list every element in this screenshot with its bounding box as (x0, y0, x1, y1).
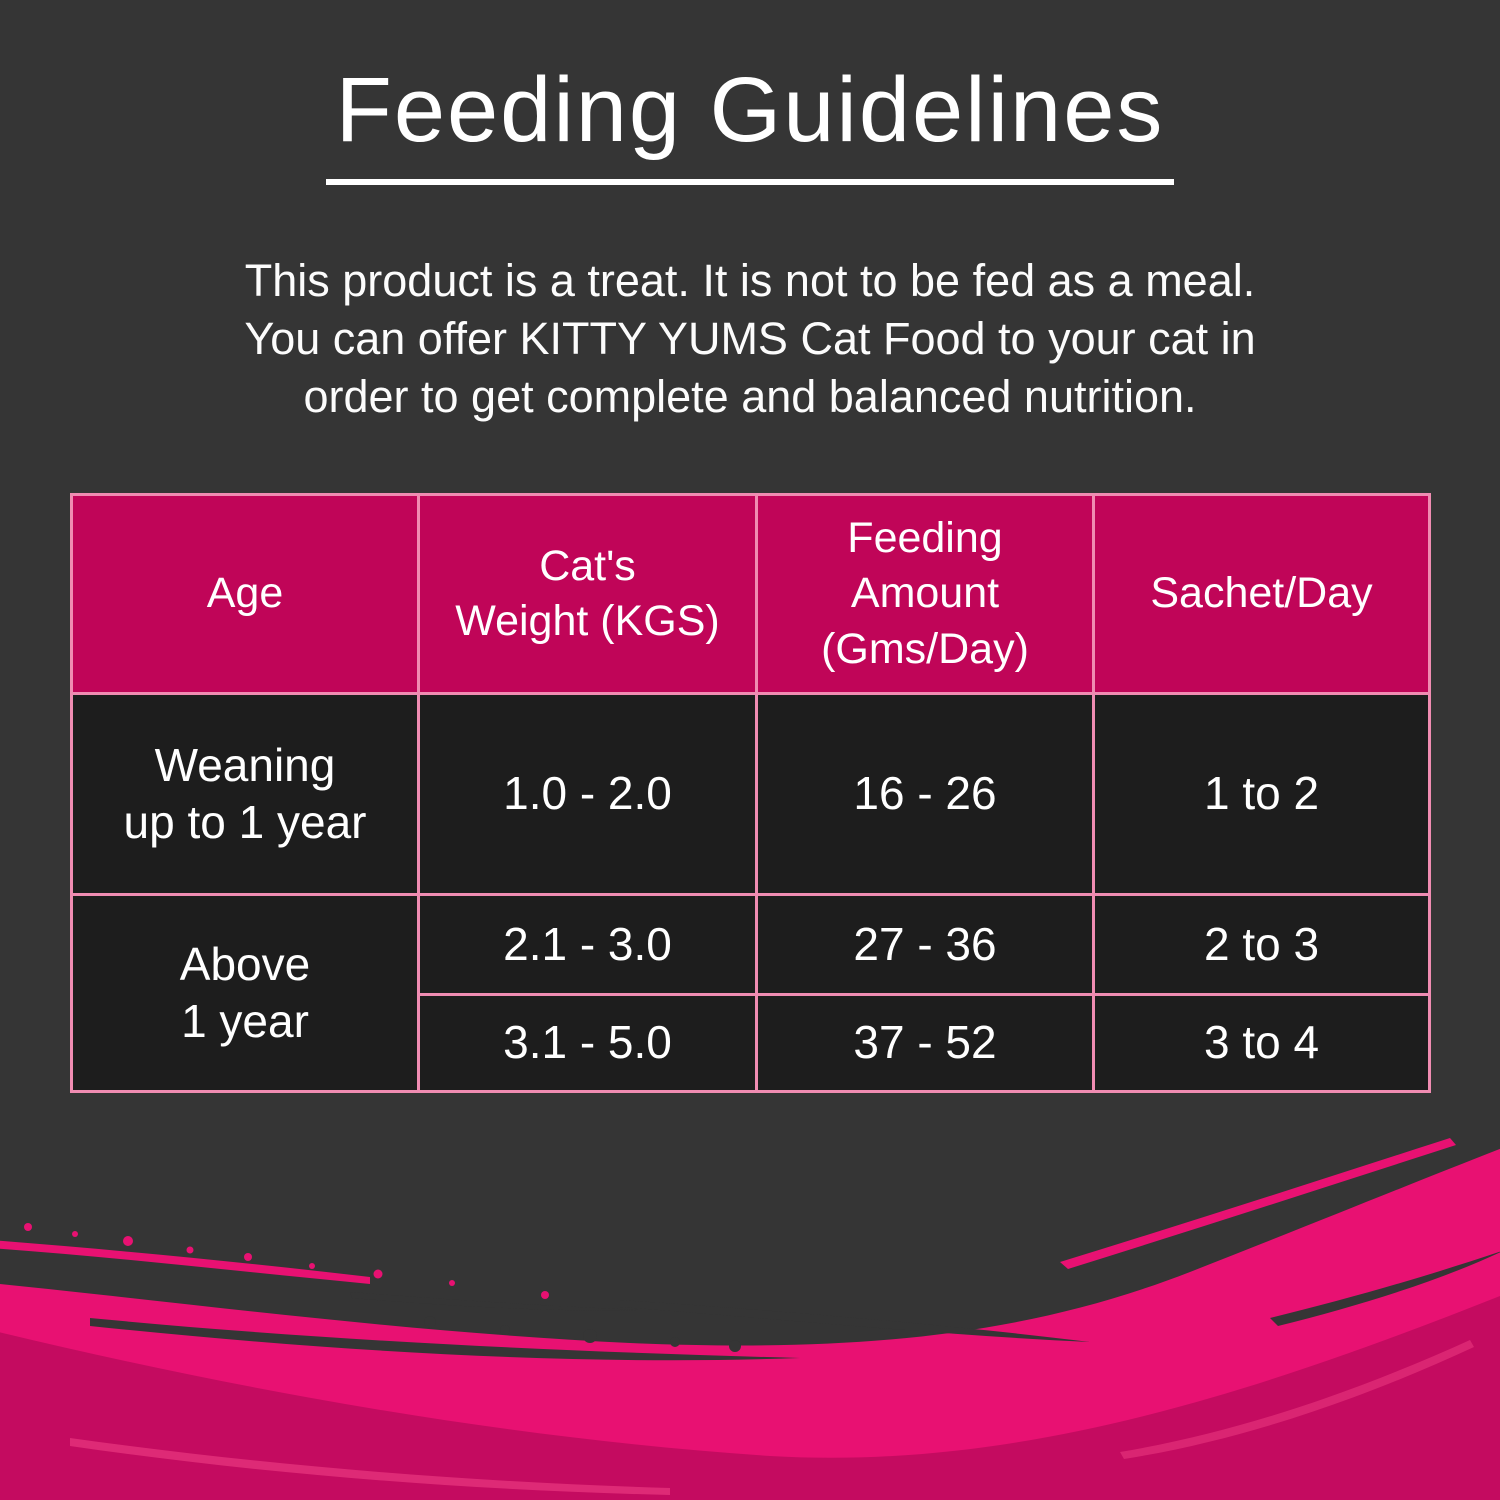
age-cell-above-1-year: Above 1 year (70, 893, 420, 1093)
brush-gap (620, 1300, 1090, 1342)
header-feeding-amount: Feeding Amount (Gms/Day) (755, 493, 1095, 695)
table-header-row: Age Cat's Weight (KGS) Feeding Amount (G… (70, 493, 1431, 695)
sachet-cell: 1 to 2 (1092, 692, 1431, 896)
intro-text: This product is a treat. It is not to be… (0, 252, 1500, 426)
weight-cell: 1.0 - 2.0 (417, 692, 758, 896)
table-row: Weaning up to 1 year 1.0 - 2.0 16 - 26 1… (70, 692, 1431, 896)
intro-line: This product is a treat. It is not to be… (244, 255, 1256, 306)
sachet-cell: 3 to 4 (1092, 993, 1431, 1093)
age-cell-weaning: Weaning up to 1 year (70, 692, 420, 896)
amount-cell: 37 - 52 (755, 993, 1095, 1093)
page-title-wrap: Feeding Guidelines (0, 58, 1500, 185)
sachet-cell: 2 to 3 (1092, 893, 1431, 996)
brush-gap (90, 1318, 800, 1361)
intro-line: You can offer KITTY YUMS Cat Food to you… (244, 313, 1256, 364)
amount-cell: 27 - 36 (755, 893, 1095, 996)
header-age: Age (70, 493, 420, 695)
brush-gap (350, 1292, 640, 1311)
brush-streak (1060, 1138, 1456, 1269)
amount-cell: 16 - 26 (755, 692, 1095, 896)
brush-highlight (1120, 1340, 1474, 1459)
feeding-guidelines-table: Age Cat's Weight (KGS) Feeding Amount (G… (70, 493, 1431, 1093)
brush-gap (1270, 1251, 1500, 1326)
table-row: 3.1 - 5.0 37 - 52 3 to 4 (72, 993, 1431, 1093)
brush-highlight (70, 1438, 670, 1495)
brush-streak (0, 1240, 370, 1284)
intro-line: order to get complete and balanced nutri… (303, 371, 1197, 422)
header-weight: Cat's Weight (KGS) (417, 493, 758, 695)
brush-base (0, 1295, 1500, 1500)
page-title: Feeding Guidelines (325, 58, 1175, 185)
table-row: Above 1 year 2.1 - 3.0 27 - 36 2 to 3 (70, 893, 1431, 1093)
weight-cell: 2.1 - 3.0 (417, 893, 758, 996)
weight-cell: 3.1 - 5.0 (417, 993, 758, 1093)
header-sachet-per-day: Sachet/Day (1092, 493, 1431, 695)
